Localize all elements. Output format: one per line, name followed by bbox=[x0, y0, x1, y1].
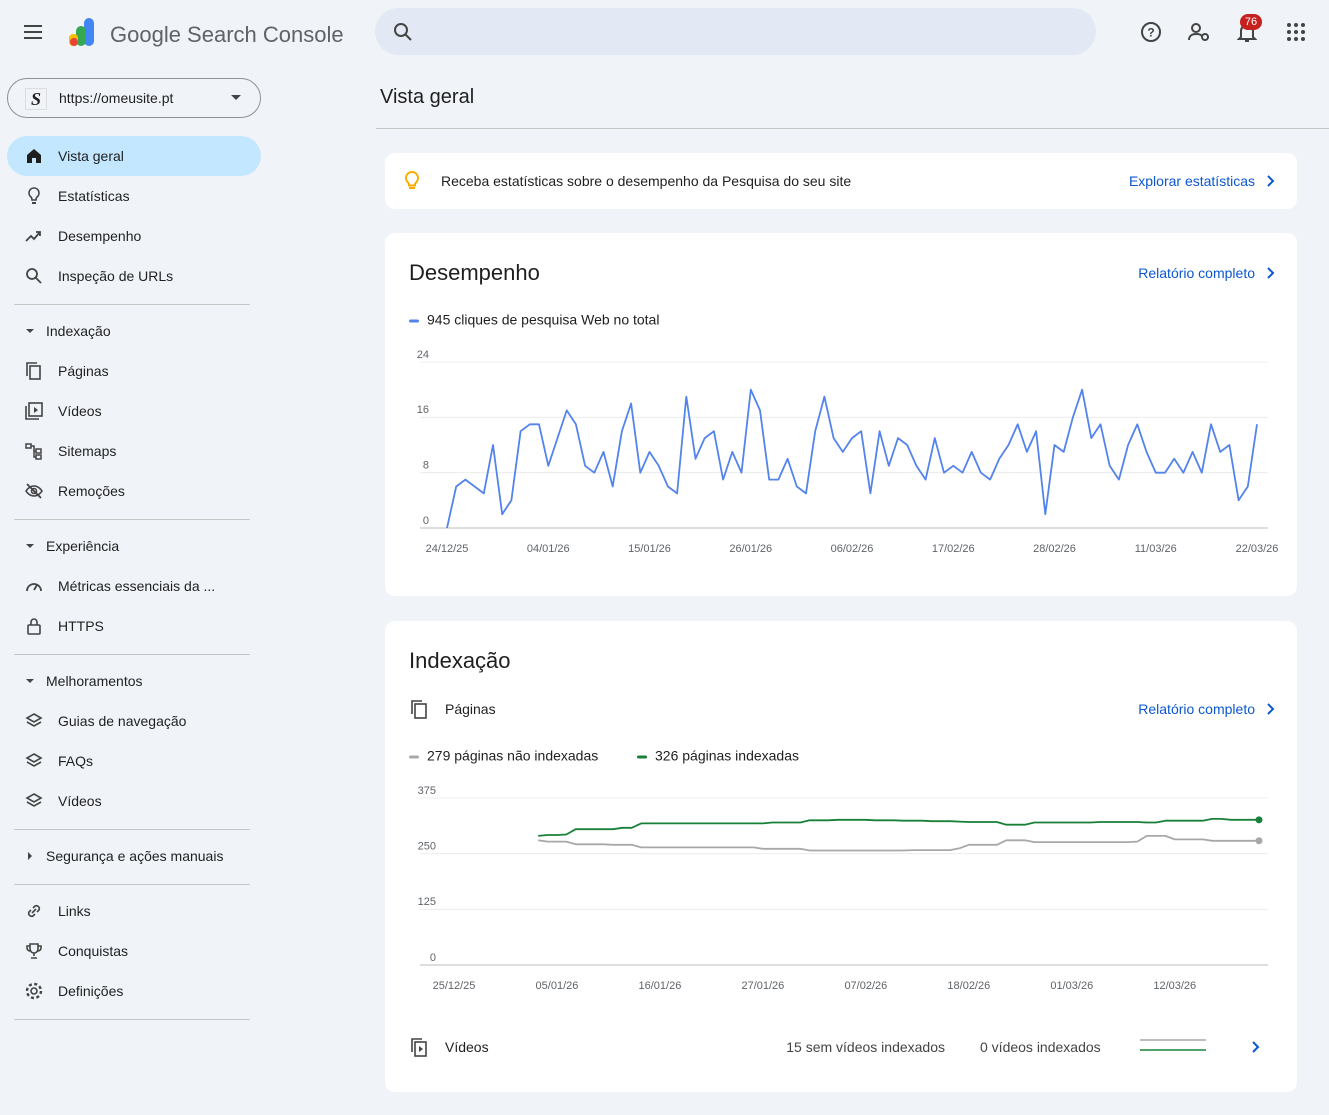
videos-not-indexed: 15 sem vídeos indexados bbox=[786, 1039, 945, 1055]
nav-label: Definições bbox=[58, 983, 124, 999]
nav-divider bbox=[14, 654, 250, 655]
nav-label: Links bbox=[58, 903, 91, 919]
nav-label: Guias de navegação bbox=[58, 713, 187, 729]
nav-label: Inspeção de URLs bbox=[58, 268, 174, 284]
nav-icon bbox=[25, 231, 41, 242]
videos-chevron[interactable] bbox=[1251, 1040, 1261, 1054]
nav-item[interactable]: FAQs bbox=[7, 741, 261, 781]
videos-indexed: 0 vídeos indexados bbox=[980, 1039, 1101, 1055]
nav-section[interactable]: Indexação bbox=[7, 311, 261, 351]
apps-icon[interactable] bbox=[1286, 22, 1306, 42]
nav-divider bbox=[14, 1019, 250, 1020]
title-divider bbox=[376, 128, 1329, 129]
nav-item[interactable]: Métricas essenciais da ... bbox=[7, 566, 261, 606]
nav-divider bbox=[14, 884, 250, 885]
nav-section[interactable]: Experiência bbox=[7, 526, 261, 566]
banner-link[interactable]: Explorar estatísticas bbox=[1128, 173, 1255, 189]
nav-icon bbox=[27, 904, 41, 918]
banner-text: Receba estatísticas sobre o desempenho d… bbox=[441, 173, 852, 189]
nav-label: Métricas essenciais da ... bbox=[58, 578, 216, 594]
nav-label: FAQs bbox=[58, 753, 94, 769]
nav-icon bbox=[25, 982, 43, 1000]
search-bar[interactable] bbox=[375, 8, 1096, 55]
nav-item[interactable]: Desempenho bbox=[7, 216, 261, 256]
sidebar: Vista geral Estatísticas Desempenho Inspeçã… bbox=[0, 0, 270, 1115]
nav-divider bbox=[14, 519, 250, 520]
nav-icon bbox=[26, 362, 41, 380]
nav-section[interactable]: Segurança e ações manuais bbox=[7, 836, 261, 876]
nav-label: Vista geral bbox=[58, 148, 124, 164]
nav-label: HTTPS bbox=[58, 618, 104, 634]
nav-item[interactable]: Vista geral bbox=[7, 136, 261, 176]
nav-icon bbox=[27, 618, 41, 635]
property-selector[interactable]: S https://omeusite.pt bbox=[7, 78, 261, 118]
nav-icon bbox=[25, 483, 43, 499]
nav-item[interactable]: Links bbox=[7, 891, 261, 931]
performance-card: Desempenho Relatório completo bbox=[385, 233, 1297, 596]
menu-button[interactable] bbox=[22, 22, 46, 42]
nav-divider bbox=[14, 304, 250, 305]
nav-item[interactable]: Definições bbox=[7, 971, 261, 1011]
nav-icon bbox=[26, 583, 42, 592]
help-icon[interactable]: ? bbox=[1140, 21, 1162, 43]
nav-label: Remoções bbox=[58, 483, 125, 499]
nav-icon bbox=[28, 187, 40, 204]
nav-section-title: Segurança e ações manuais bbox=[46, 848, 224, 864]
nav-label: Vídeos bbox=[58, 793, 102, 809]
nav-label: Estatísticas bbox=[58, 188, 130, 204]
indexing-card: Indexação Páginas Relatório completo Víd… bbox=[385, 621, 1297, 1092]
nav-icon bbox=[25, 793, 43, 807]
users-icon[interactable] bbox=[1187, 21, 1211, 43]
card-title: Desempenho bbox=[409, 260, 540, 285]
nav-divider bbox=[14, 829, 250, 830]
nav-label: Páginas bbox=[58, 363, 109, 379]
nav-section[interactable]: Melhoramentos bbox=[7, 661, 261, 701]
nav-label: Vídeos bbox=[58, 403, 102, 419]
logo bbox=[69, 18, 94, 46]
svg-text:?: ? bbox=[1147, 26, 1154, 40]
report-link[interactable]: Relatório completo bbox=[1138, 701, 1255, 717]
property-url: https://omeusite.pt bbox=[59, 90, 174, 106]
insights-banner: Receba estatísticas sobre o desempenho d… bbox=[385, 153, 1297, 209]
card-title: Indexação bbox=[409, 648, 511, 673]
nav-icon bbox=[27, 149, 41, 163]
notification-badge: 76 bbox=[1240, 14, 1262, 30]
report-link[interactable]: Relatório completo bbox=[1138, 265, 1255, 281]
nav-item[interactable]: Sitemaps bbox=[7, 431, 261, 471]
videos-label: Vídeos bbox=[445, 1039, 489, 1055]
nav-label: Conquistas bbox=[58, 943, 129, 959]
nav-item[interactable]: Estatísticas bbox=[7, 176, 261, 216]
nav-section-title: Experiência bbox=[46, 538, 120, 554]
nav-section-title: Indexação bbox=[46, 323, 111, 339]
page-title: Vista geral bbox=[380, 86, 475, 108]
nav-label: Desempenho bbox=[58, 228, 142, 244]
nav-item[interactable]: Conquistas bbox=[7, 931, 261, 971]
nav-item[interactable]: HTTPS bbox=[7, 606, 261, 646]
nav-item[interactable]: Vídeos bbox=[7, 391, 261, 431]
product-name: Google Search Console bbox=[110, 22, 344, 47]
nav-icon bbox=[25, 753, 43, 767]
nav-item[interactable]: Vídeos bbox=[7, 781, 261, 821]
nav-item[interactable]: Páginas bbox=[7, 351, 261, 391]
nav-icon bbox=[25, 443, 42, 460]
nav-icon bbox=[25, 713, 43, 727]
nav-icon bbox=[26, 268, 42, 284]
nav-icon bbox=[25, 402, 43, 420]
pages-label: Páginas bbox=[445, 701, 496, 717]
videos-sparkline bbox=[1140, 1039, 1206, 1051]
nav-section-title: Melhoramentos bbox=[46, 673, 143, 689]
nav-item[interactable]: Guias de navegação bbox=[7, 701, 261, 741]
nav-item[interactable]: Remoções bbox=[7, 471, 261, 511]
nav-item[interactable]: Inspeção de URLs bbox=[7, 256, 261, 296]
nav-label: Sitemaps bbox=[58, 443, 117, 459]
nav-icon bbox=[26, 943, 42, 959]
